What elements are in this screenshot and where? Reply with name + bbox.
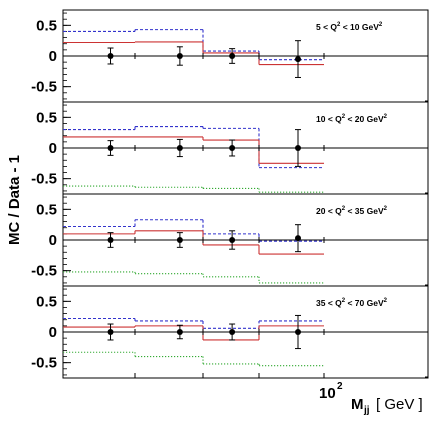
y-tick-label: 0.5: [36, 17, 57, 34]
x-tick-label-base: 10: [319, 385, 336, 402]
data-point: [229, 329, 236, 335]
x-axis: 10 2 M jj [ GeV ]: [62, 373, 423, 416]
data-point: [176, 145, 183, 151]
x-axis-title-sub: jj: [363, 405, 370, 416]
y-tick-label: -0.5: [31, 263, 57, 280]
data-point: [107, 237, 114, 243]
data-point: [229, 53, 236, 59]
data-point: [107, 145, 114, 151]
y-tick-label: -0.5: [31, 79, 57, 96]
data-point: [176, 237, 183, 243]
data-point: [295, 145, 301, 151]
panel-4: 0.5 0 -0.5 35 < Q2 < 70 GeV2: [31, 285, 429, 379]
data-point: [229, 145, 236, 151]
panel-q2-label: 20 < Q2 < 35 GeV2: [316, 206, 388, 216]
panel-q2-label: 35 < Q2 < 70 GeV2: [316, 298, 388, 308]
panel-2: 0.5 0 -0.5 10 < Q2 < 20 GeV2: [31, 101, 429, 195]
panel-q2-label: 5 < Q2 < 10 GeV2: [316, 22, 383, 32]
panels-group: 0.5 0 -0.5 5 < Q2 < 10 GeV2 0.5 0 -0.5 10 < Q2 …: [31, 9, 429, 379]
x-axis-title-main: M: [351, 396, 364, 413]
data-point: [107, 329, 114, 335]
y-axis-title: MC / Data - 1: [6, 155, 23, 245]
data-point: [295, 56, 301, 63]
data-point: [107, 53, 114, 59]
x-axis-title-unit: [ GeV ]: [376, 396, 423, 413]
data-point: [295, 329, 301, 335]
y-tick-label: 0: [49, 140, 57, 157]
panel-3: 0.5 0 -0.5 20 < Q2 < 35 GeV2: [31, 193, 429, 287]
data-point: [176, 53, 183, 59]
y-tick-label: 0.5: [36, 201, 57, 218]
x-tick-label-exp: 2: [337, 381, 343, 392]
panel-1: 0.5 0 -0.5 5 < Q2 < 10 GeV2: [31, 9, 429, 103]
y-tick-label: 0: [49, 232, 57, 249]
y-tick-label: 0: [49, 324, 57, 341]
data-point: [176, 329, 183, 335]
data-point: [295, 235, 301, 242]
y-tick-label: -0.5: [31, 355, 57, 372]
data-point: [229, 237, 236, 243]
y-tick-label: 0.5: [36, 109, 57, 126]
y-tick-label: -0.5: [31, 171, 57, 188]
y-tick-label: 0: [49, 48, 57, 65]
y-tick-label: 0.5: [36, 293, 57, 310]
panel-q2-label: 10 < Q2 < 20 GeV2: [316, 114, 388, 124]
